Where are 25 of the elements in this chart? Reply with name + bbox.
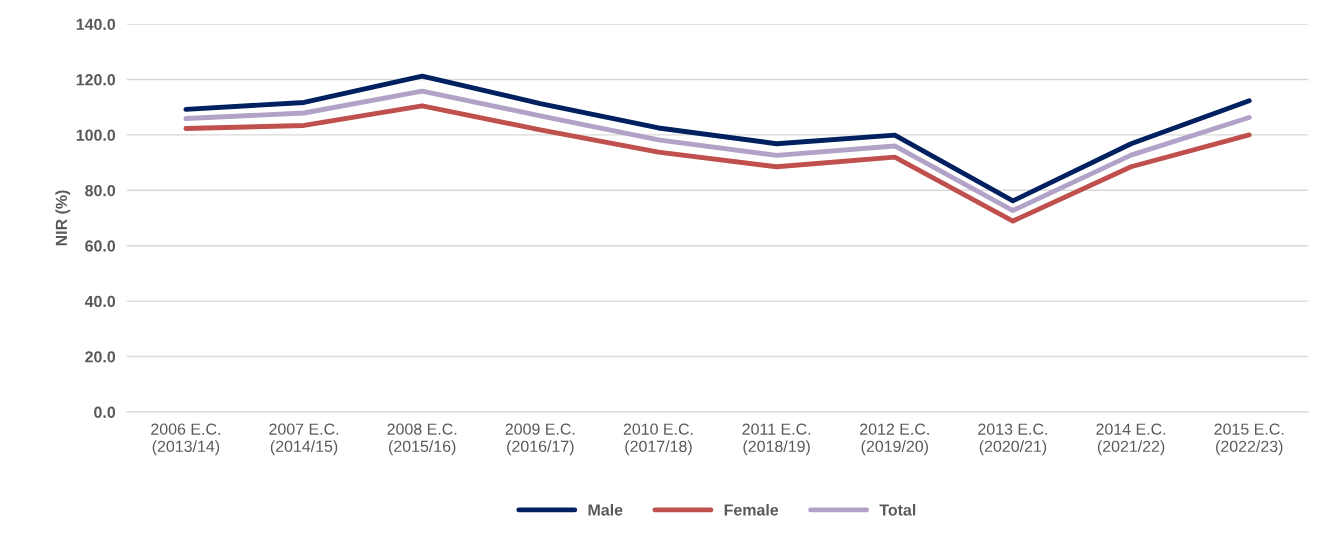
- x-tick-label: 2012 E.C. (2019/20): [860, 423, 929, 456]
- y-tick-label: 120.0: [76, 74, 116, 86]
- y-tick-label: 80.0: [85, 184, 116, 197]
- x-tick-label: 2014 E.C. (2021/22): [1096, 423, 1166, 456]
- x-tick-label: 2013 E.C. (2020/21): [978, 423, 1047, 456]
- y-tick-label: 60.0: [85, 240, 116, 252]
- x-tick-label: 2010 E.C. (2017/18): [623, 423, 693, 456]
- x-tick-label: 2007 E.C. (2014/15): [269, 423, 339, 456]
- legend-label: Male: [588, 503, 623, 516]
- x-tick-label: 2009 E.C. (2016/17): [505, 423, 575, 456]
- x-tick-label: 2006 E.C. (2013/14): [151, 423, 220, 456]
- x-tick-label: 2015 E.C. (2022/23): [1214, 423, 1284, 456]
- x-tick-label: 2011 E.C. (2018/19): [742, 423, 811, 456]
- x-tick-label: 2008 E.C. (2015/16): [387, 423, 457, 456]
- y-tick-label: 20.0: [85, 351, 116, 363]
- y-tick-label: 140.0: [76, 18, 116, 31]
- legend-label: Female: [724, 503, 779, 516]
- y-tick-label: 100.0: [76, 129, 116, 141]
- y-tick-label: 0.0: [94, 406, 116, 418]
- y-axis-title: NIR (%): [55, 190, 71, 246]
- line-series: [183, 73, 1252, 204]
- y-tick-label: 40.0: [84, 295, 116, 308]
- line-series: [183, 88, 1252, 213]
- line-series: [183, 103, 1252, 224]
- legend-label: Total: [879, 503, 916, 516]
